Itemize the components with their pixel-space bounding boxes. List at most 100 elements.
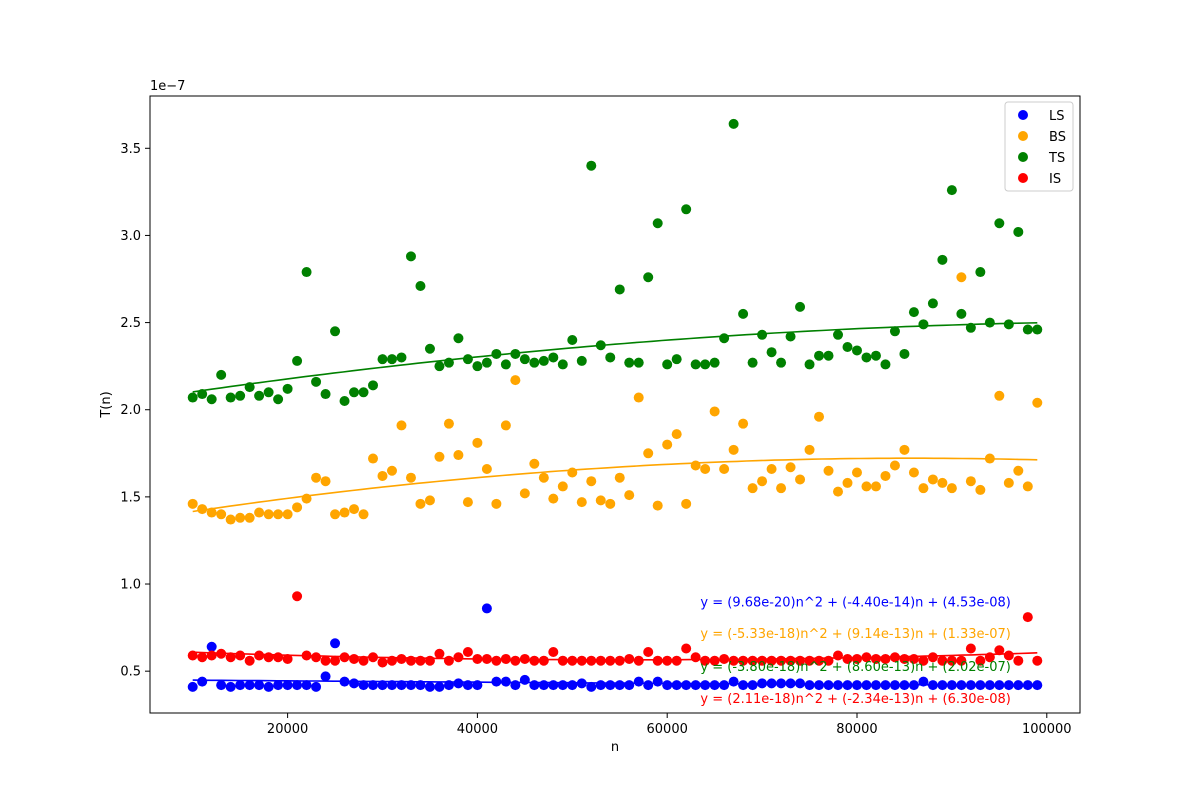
data-point-bs bbox=[282, 509, 293, 520]
data-point-bs bbox=[491, 498, 502, 509]
legend-marker-ts bbox=[1018, 152, 1028, 162]
x-tick-label: 80000 bbox=[836, 722, 877, 737]
data-point-ls bbox=[225, 681, 236, 692]
data-point-ls bbox=[586, 681, 597, 692]
data-point-ts bbox=[851, 345, 862, 356]
data-point-ls bbox=[330, 638, 341, 649]
data-point-is bbox=[349, 653, 360, 664]
data-point-is bbox=[320, 655, 331, 666]
data-point-ls bbox=[254, 680, 265, 691]
data-point-ts bbox=[529, 357, 540, 368]
x-tick-label: 40000 bbox=[457, 722, 498, 737]
data-point-ls bbox=[386, 680, 397, 691]
data-point-bs bbox=[795, 474, 806, 485]
data-point-is bbox=[538, 655, 549, 666]
data-point-ls bbox=[643, 680, 654, 691]
data-point-bs bbox=[738, 418, 749, 429]
data-point-ls bbox=[624, 680, 635, 691]
data-point-ts bbox=[700, 359, 711, 370]
data-point-bs bbox=[1022, 481, 1033, 492]
data-point-is bbox=[690, 652, 701, 663]
data-point-is bbox=[738, 655, 749, 666]
data-point-ls bbox=[833, 680, 844, 691]
data-point-ts bbox=[747, 357, 758, 368]
axes: 20000 40000 60000 80000 100000 0.5 1.0 1.5 2.0 2… bbox=[99, 79, 1081, 755]
data-point-bs bbox=[386, 465, 397, 476]
data-point-bs bbox=[814, 411, 825, 422]
data-point-is bbox=[311, 652, 322, 663]
data-point-bs bbox=[614, 472, 625, 483]
data-point-ts bbox=[187, 392, 198, 403]
data-point-bs bbox=[292, 502, 303, 513]
data-point-ls bbox=[434, 681, 445, 692]
data-point-ts bbox=[614, 284, 625, 295]
data-point-bs bbox=[946, 483, 957, 494]
data-point-ts bbox=[870, 350, 881, 361]
data-point-ts bbox=[633, 357, 644, 368]
data-point-ts bbox=[1013, 226, 1024, 237]
data-point-ls bbox=[529, 680, 540, 691]
data-point-is bbox=[244, 655, 255, 666]
data-point-ls bbox=[633, 676, 644, 687]
data-point-ts bbox=[453, 333, 464, 344]
data-point-is bbox=[633, 655, 644, 666]
data-point-is bbox=[643, 646, 654, 657]
data-point-is bbox=[424, 655, 435, 666]
data-point-ls bbox=[244, 680, 255, 691]
data-point-is bbox=[662, 655, 673, 666]
data-point-ls bbox=[358, 680, 369, 691]
data-point-bs bbox=[434, 451, 445, 462]
data-point-ts bbox=[956, 308, 967, 319]
data-point-ts bbox=[500, 359, 511, 370]
data-point-bs bbox=[339, 507, 350, 518]
legend-marker-is bbox=[1018, 173, 1028, 183]
data-point-ls bbox=[681, 680, 692, 691]
data-point-is bbox=[956, 655, 967, 666]
data-point-ts bbox=[861, 352, 872, 363]
data-point-ts bbox=[538, 355, 549, 366]
data-point-bs bbox=[567, 467, 578, 478]
data-point-ts bbox=[301, 267, 312, 278]
data-point-is bbox=[462, 646, 473, 657]
data-point-ts bbox=[1032, 324, 1043, 335]
data-point-ts bbox=[757, 329, 768, 340]
data-point-is bbox=[434, 648, 445, 659]
data-point-bs bbox=[368, 453, 379, 464]
data-point-bs bbox=[320, 476, 331, 487]
data-point-is bbox=[1013, 655, 1024, 666]
data-point-ls bbox=[728, 676, 739, 687]
data-point-ts bbox=[472, 361, 483, 372]
legend-label-ls: LS bbox=[1049, 109, 1065, 124]
data-point-is bbox=[377, 657, 388, 668]
data-point-ts bbox=[396, 352, 407, 363]
data-point-ts bbox=[462, 354, 473, 365]
fit-curve-ls bbox=[192, 679, 1038, 687]
data-point-bs bbox=[918, 483, 929, 494]
data-point-bs bbox=[586, 476, 597, 487]
data-point-bs bbox=[187, 498, 198, 509]
data-point-is bbox=[965, 643, 976, 654]
data-point-bs bbox=[719, 463, 730, 474]
data-point-ls bbox=[709, 680, 720, 691]
data-point-bs bbox=[481, 463, 492, 474]
data-point-ts bbox=[519, 354, 530, 365]
data-point-ts bbox=[804, 359, 815, 370]
data-point-bs bbox=[235, 512, 246, 523]
data-point-is bbox=[927, 652, 938, 663]
fit-curve-bs bbox=[192, 457, 1038, 513]
data-point-bs bbox=[994, 390, 1005, 401]
data-point-is bbox=[273, 652, 284, 663]
data-point-ls bbox=[652, 676, 663, 687]
data-point-ls bbox=[671, 680, 682, 691]
data-point-bs bbox=[462, 497, 473, 508]
data-point-is bbox=[624, 653, 635, 664]
data-point-ls bbox=[197, 676, 208, 687]
y-axis-offset-label: 1e−7 bbox=[150, 79, 185, 94]
data-point-is bbox=[1032, 655, 1043, 666]
data-point-is bbox=[605, 655, 616, 666]
data-point-ls bbox=[481, 603, 492, 614]
legend-label-bs: BS bbox=[1049, 130, 1066, 145]
data-point-bs bbox=[443, 418, 454, 429]
data-point-ls bbox=[814, 680, 825, 691]
data-point-bs bbox=[424, 495, 435, 506]
